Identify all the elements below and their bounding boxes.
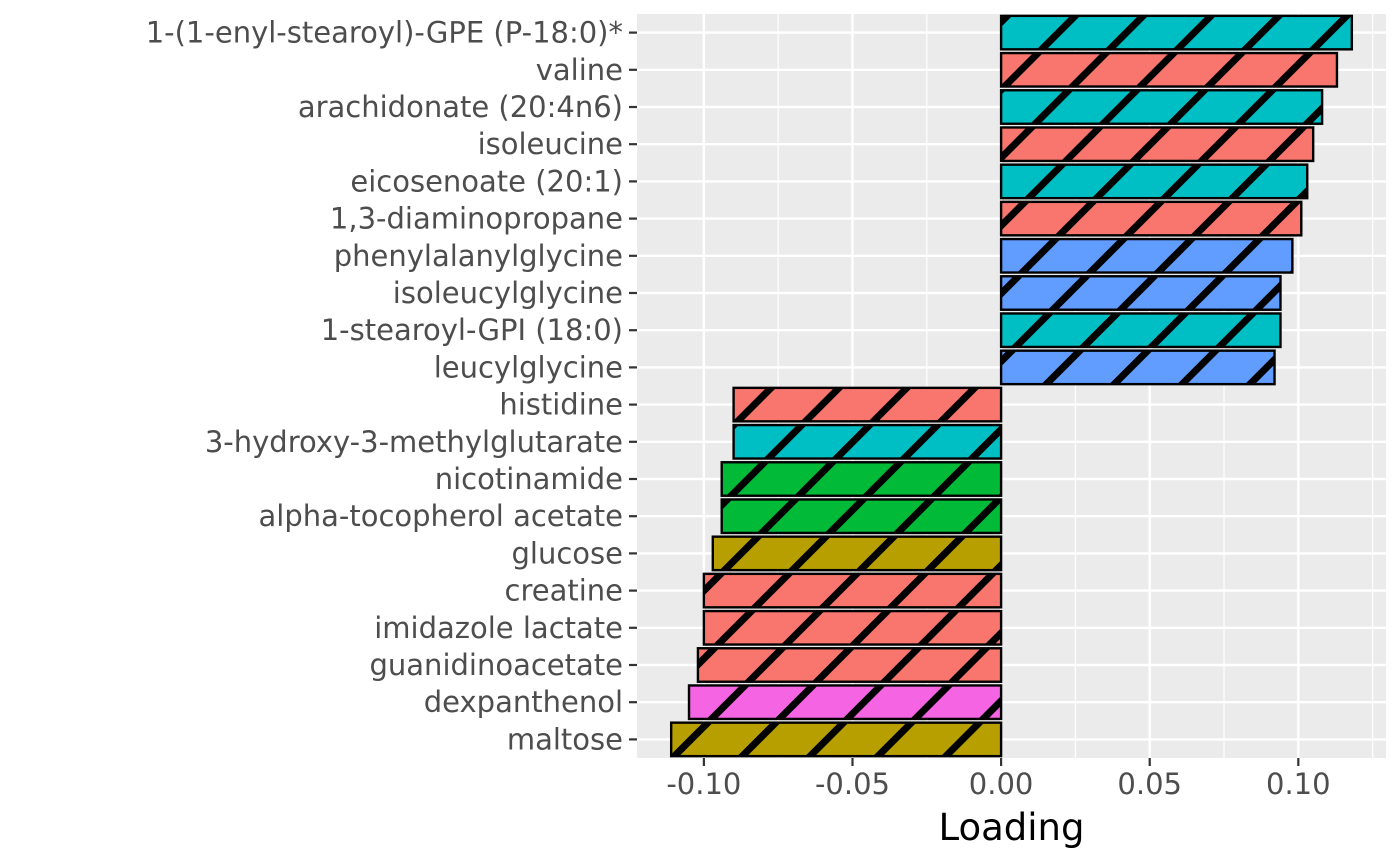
bar-pattern — [1001, 201, 1302, 236]
bar — [999, 126, 1315, 163]
bar-outline — [999, 14, 1354, 51]
bar-pattern — [721, 462, 1002, 496]
category-label: guanidinoacetate — [370, 648, 624, 682]
bar — [999, 89, 1324, 125]
bar-outline — [669, 721, 1003, 758]
bar-outline — [720, 498, 1003, 535]
category-label: valine — [536, 53, 623, 87]
bar-pattern — [1001, 276, 1281, 310]
bar — [999, 349, 1276, 386]
bar-pattern — [733, 387, 1002, 422]
bar-pattern — [689, 685, 1002, 719]
category-label: phenylalanylglycine — [334, 239, 623, 273]
bar-pattern — [1001, 313, 1281, 347]
category-label: 1-stearoyl-GPI (18:0) — [321, 313, 623, 347]
x-axis-title: Loading — [939, 806, 1085, 849]
category-label: dexpanthenol — [424, 685, 623, 719]
bar — [696, 647, 1003, 683]
bar-pattern — [1001, 164, 1308, 199]
bar-outline — [999, 51, 1339, 88]
category-label: eicosenoate (20:1) — [350, 164, 623, 198]
x-tick-label: 0.05 — [1117, 767, 1182, 801]
bar — [720, 461, 1003, 497]
bar-outline — [702, 572, 1003, 609]
bar-pattern — [703, 611, 1002, 645]
bar-pattern — [1001, 127, 1314, 161]
bar-outline — [696, 647, 1003, 683]
bar — [999, 14, 1354, 51]
category-label: maltose — [507, 722, 623, 756]
bar-pattern — [1001, 15, 1352, 50]
bar — [732, 386, 1003, 423]
bars — [669, 14, 1354, 758]
bar-pattern — [712, 536, 1002, 571]
bar-outline — [999, 312, 1282, 349]
bar — [669, 721, 1003, 758]
bar-outline — [732, 386, 1003, 423]
category-label: 1-(1-enyl-stearoyl)-GPE (P-18:0)* — [146, 16, 623, 50]
bar — [702, 572, 1003, 609]
category-label: isoleucylglycine — [393, 276, 623, 310]
x-tick-label: -0.05 — [815, 767, 890, 801]
bar-pattern — [1001, 90, 1323, 124]
category-label: nicotinamide — [435, 462, 623, 496]
plot-panel — [637, 14, 1386, 758]
bar-outline — [999, 126, 1315, 163]
bar — [999, 237, 1294, 274]
bar-outline — [720, 461, 1003, 497]
category-label: arachidonate (20:4n6) — [298, 90, 623, 124]
x-tick-label: 0.00 — [969, 767, 1034, 801]
category-label: creatine — [505, 574, 624, 608]
bar-outline — [999, 89, 1324, 125]
category-label: alpha-tocopherol acetate — [259, 499, 624, 533]
bar — [999, 163, 1309, 200]
bar-outline — [999, 237, 1294, 274]
x-tick-label: -0.10 — [666, 767, 741, 801]
category-label: imidazole lactate — [374, 611, 623, 645]
category-label: glucose — [512, 536, 623, 570]
bar-outline — [999, 275, 1282, 311]
bar-outline — [999, 200, 1303, 237]
bar-pattern — [703, 573, 1002, 608]
bar — [732, 423, 1003, 460]
category-label: 1,3-diaminopropane — [330, 202, 623, 236]
bar-outline — [732, 423, 1003, 460]
category-label: leucylglycine — [434, 350, 623, 384]
bar-pattern — [721, 499, 1002, 533]
bar-outline — [687, 684, 1003, 721]
bar-outline — [711, 535, 1003, 572]
bar — [720, 498, 1003, 535]
bar — [999, 200, 1303, 237]
bar-pattern — [1001, 350, 1275, 385]
bar-outline — [999, 163, 1309, 200]
bar — [702, 609, 1003, 646]
bar-pattern — [733, 425, 1002, 459]
category-label: 3-hydroxy-3-methylglutarate — [205, 425, 623, 459]
x-axis: -0.10 -0.05 0.00 0.05 0.10 — [666, 758, 1331, 801]
y-axis: 1-(1-enyl-stearoyl)-GPE (P-18:0)*valinea… — [146, 16, 637, 756]
bar — [999, 275, 1282, 311]
bar — [999, 51, 1339, 88]
bar-pattern — [697, 648, 1002, 682]
bar — [687, 684, 1003, 721]
category-label: histidine — [499, 388, 623, 422]
bar — [711, 535, 1003, 572]
category-label: isoleucine — [478, 127, 623, 161]
bar-outline — [702, 609, 1003, 646]
x-tick-label: 0.10 — [1266, 767, 1331, 801]
bar-outline — [999, 349, 1276, 386]
bar-pattern — [1001, 239, 1293, 273]
bar-pattern — [671, 722, 1002, 757]
bar-pattern — [1001, 53, 1337, 87]
bar — [999, 312, 1282, 349]
